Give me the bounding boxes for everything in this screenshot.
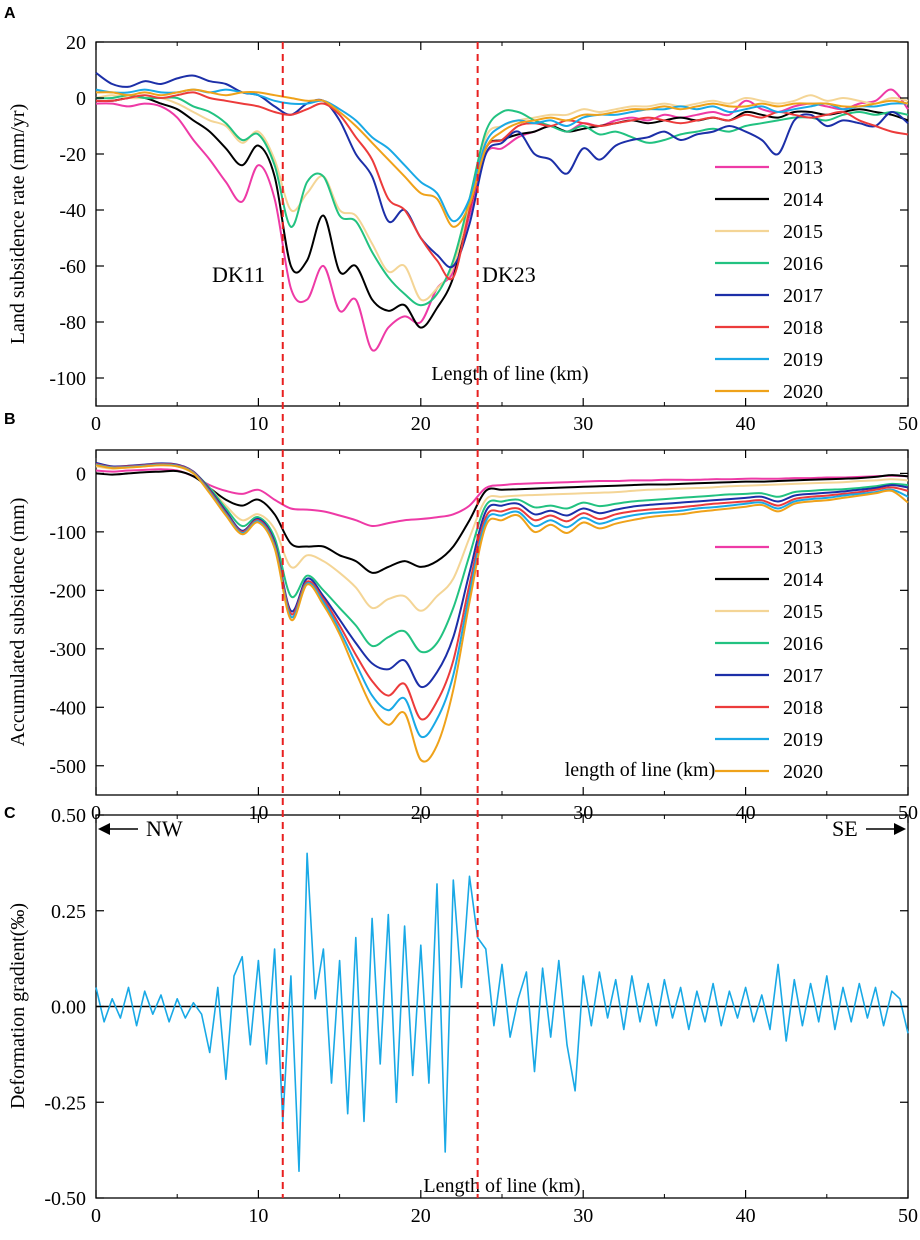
x-tick-label: 40 [736, 413, 756, 435]
y-tick-label: -40 [59, 200, 86, 222]
panel-c-xlabel: Length of line (km) [423, 1175, 580, 1197]
se-label: SE [832, 816, 858, 841]
panel-a-chart: 0 10 20 30 40 50 20 0 -20 -40 -60 -80 -100 Land subs… [7, 32, 918, 435]
y-tick-label: -200 [49, 580, 86, 602]
series-line-2015 [95, 464, 909, 612]
annotation-dk11: DK11 [212, 262, 265, 287]
series-line-2018 [95, 91, 909, 281]
panel-label-a: A [4, 5, 16, 22]
y-tick-label: -400 [49, 697, 86, 719]
legend-label-2019: 2019 [783, 729, 823, 751]
x-tick-label: 40 [736, 802, 756, 824]
y-tick-label: 0 [76, 463, 86, 485]
x-tick-label: 40 [736, 1205, 756, 1227]
panel-b-ylabel: Accumulated subsidence (mm) [7, 498, 29, 747]
y-tick-label: -80 [59, 312, 86, 334]
y-tick-label: -20 [59, 144, 86, 166]
x-tick-label: 20 [411, 802, 431, 824]
x-tick-label: 50 [898, 802, 918, 824]
panel-b-chart: 0 10 20 30 40 50 0 -100 -200 -300 -400 -500 Accumul… [7, 449, 918, 824]
x-tick-label: 0 [91, 802, 101, 824]
series-line-2013 [95, 88, 909, 352]
legend-label-2016: 2016 [783, 633, 823, 655]
x-tick-label: 50 [898, 413, 918, 435]
series-line-2017 [95, 71, 909, 269]
series-line-2020 [95, 88, 909, 228]
legend-label-2020: 2020 [783, 761, 823, 783]
legend-label-2018: 2018 [783, 697, 823, 719]
y-tick-label: 0.25 [51, 901, 86, 923]
x-tick-label: 20 [411, 413, 431, 435]
series-line-2016 [95, 462, 909, 654]
nw-label: NW [146, 816, 183, 841]
y-tick-label: -500 [49, 756, 86, 778]
legend-label-2013: 2013 [783, 157, 823, 179]
legend-label-2014: 2014 [783, 189, 823, 211]
series-line-2019 [95, 88, 909, 223]
y-tick-label: 0.50 [51, 805, 86, 827]
annotation-dk23: DK23 [482, 262, 536, 287]
y-tick-label: 0.00 [51, 997, 86, 1019]
x-tick-label: 10 [248, 1205, 268, 1227]
series-line-2013 [95, 468, 909, 528]
x-tick-label: 30 [573, 413, 593, 435]
x-tick-label: 10 [248, 413, 268, 435]
panel-label-b: B [4, 411, 16, 428]
panel-b-xlabel: length of line (km) [565, 759, 716, 781]
y-tick-label: -0.50 [44, 1188, 86, 1210]
y-tick-label: -300 [49, 639, 86, 661]
nw-arrow: NW [98, 816, 183, 841]
y-tick-label: -100 [49, 368, 86, 390]
x-tick-label: 10 [248, 802, 268, 824]
legend-label-2016: 2016 [783, 253, 823, 275]
legend-label-2017: 2017 [783, 665, 823, 687]
y-tick-label: 0 [76, 88, 86, 110]
legend-label-2017: 2017 [783, 285, 823, 307]
legend-label-2018: 2018 [783, 317, 823, 339]
series-line-2016 [95, 94, 909, 307]
y-tick-label: -100 [49, 522, 86, 544]
panel-c-chart: 0 10 20 30 40 50 0.50 0.25 0.00 -0.25 -0.50 Deform… [7, 805, 918, 1227]
se-arrow: SE [832, 816, 906, 841]
series-line-2014 [95, 469, 909, 574]
x-tick-label: 0 [91, 1205, 101, 1227]
legend-label-2020: 2020 [783, 381, 823, 403]
y-tick-label: -60 [59, 256, 86, 278]
y-tick-label: -0.25 [44, 1092, 86, 1114]
panel-label-c: C [4, 805, 16, 822]
x-tick-label: 50 [898, 1205, 918, 1227]
x-tick-label: 0 [91, 413, 101, 435]
y-tick-label: 20 [66, 32, 86, 54]
legend-label-2015: 2015 [783, 221, 823, 243]
legend-label-2013: 2013 [783, 537, 823, 559]
x-tick-label: 30 [573, 802, 593, 824]
gradient-line [95, 852, 909, 1172]
panel-c-ylabel: Deformation gradient(‰) [7, 903, 29, 1109]
legend-label-2014: 2014 [783, 569, 823, 591]
panel-a-ylabel: Land subsidence rate (mm/yr) [7, 104, 29, 344]
series-line-2020 [95, 464, 909, 763]
x-tick-label: 20 [411, 1205, 431, 1227]
legend-label-2019: 2019 [783, 349, 823, 371]
legend-label-2015: 2015 [783, 601, 823, 623]
x-tick-label: 30 [573, 1205, 593, 1227]
panel-a-xlabel: Length of line (km) [431, 363, 588, 385]
